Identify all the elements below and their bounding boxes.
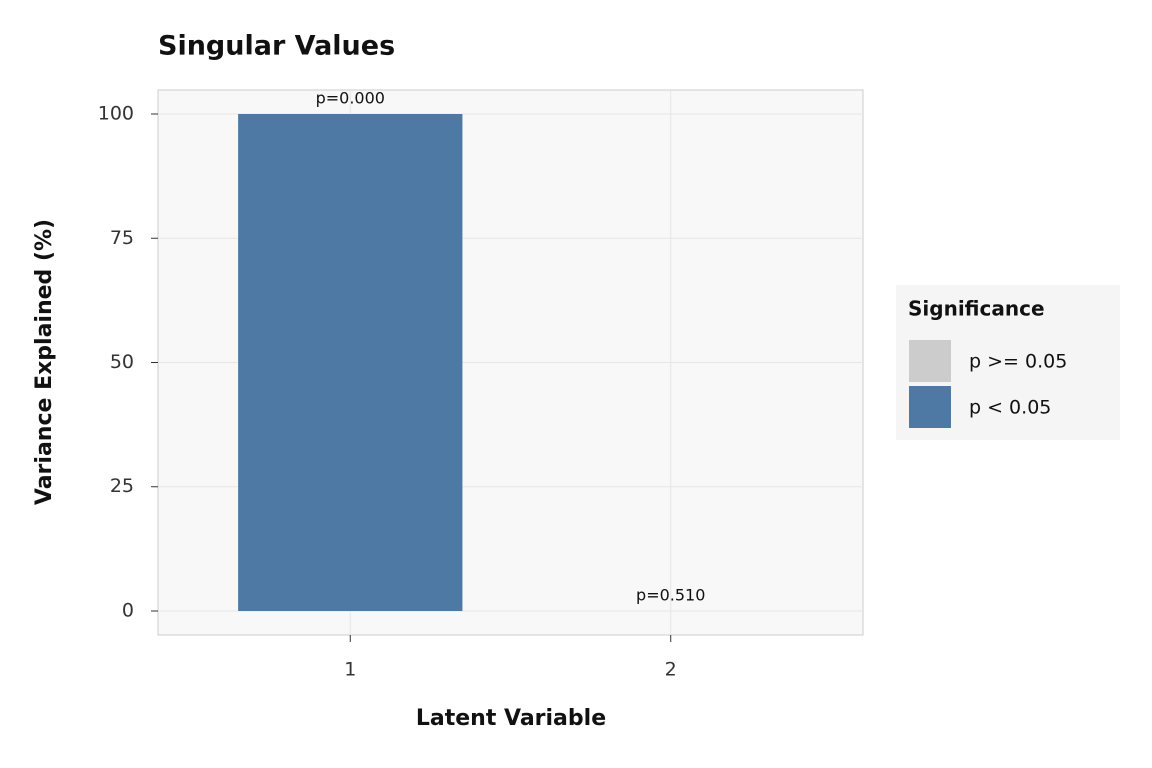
chart-title: Singular Values: [158, 31, 395, 62]
legend-swatch: [909, 340, 951, 382]
bar-annotation: p=0.510: [636, 585, 705, 604]
legend-title: Significance: [908, 297, 1045, 321]
y-tick-label: 100: [98, 103, 134, 125]
y-tick-label: 25: [110, 475, 134, 497]
legend-swatch: [909, 386, 951, 428]
y-tick-label: 75: [110, 227, 134, 249]
y-axis-title: Variance Explained (%): [32, 219, 57, 505]
x-tick-label: 2: [665, 659, 677, 681]
y-tick-label: 0: [122, 599, 134, 621]
y-tick-label: 50: [110, 351, 134, 373]
x-tick-label: 1: [344, 659, 356, 681]
legend-label: p < 0.05: [969, 397, 1051, 419]
bar: [238, 114, 463, 611]
x-axis-title: Latent Variable: [416, 706, 606, 731]
legend-label: p >= 0.05: [969, 351, 1067, 373]
bar-annotation: p=0.000: [316, 89, 385, 108]
